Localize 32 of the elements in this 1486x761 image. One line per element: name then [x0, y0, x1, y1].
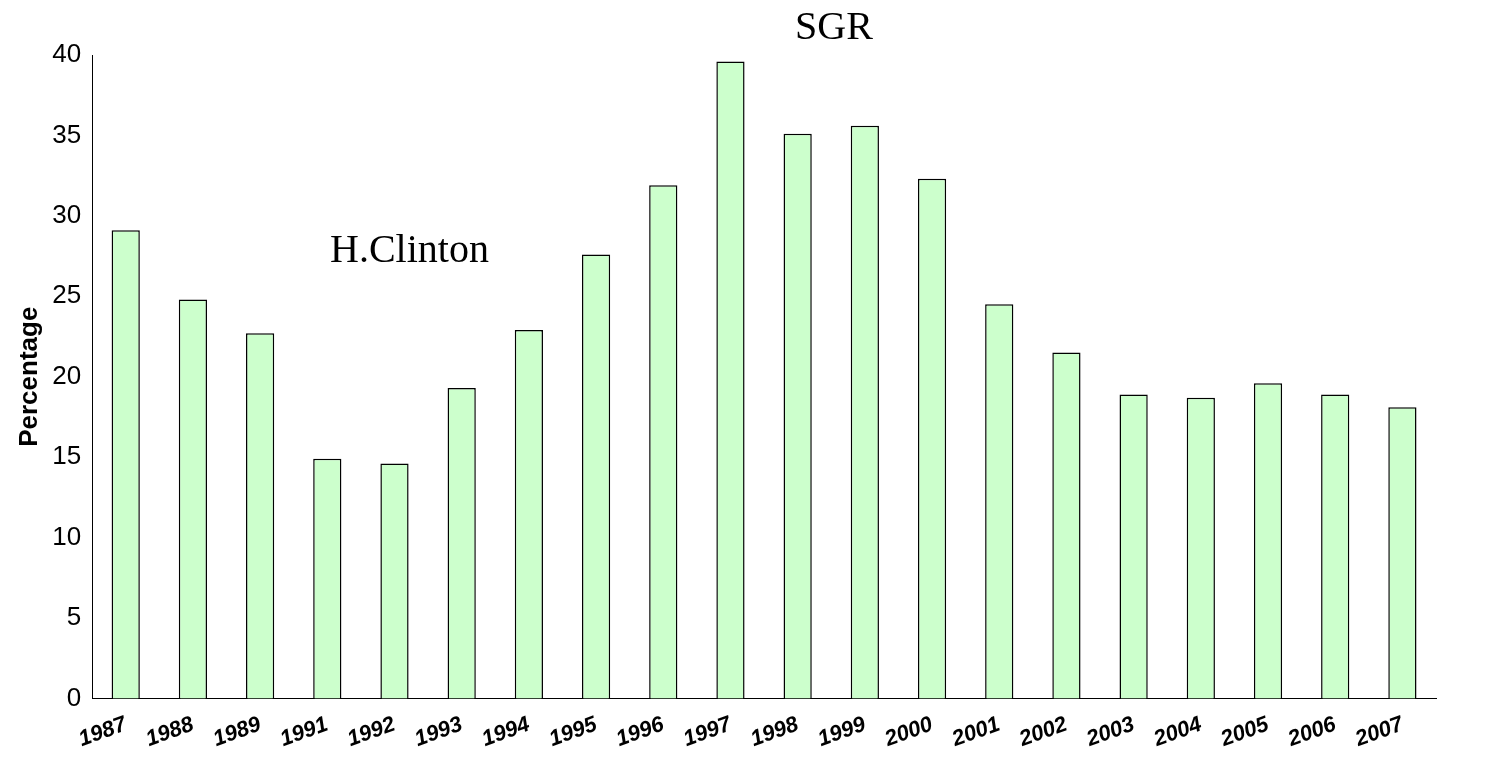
x-tick-label: 1996 [612, 710, 668, 751]
x-tick-label: 1993 [410, 710, 466, 751]
y-tick-label: 25 [52, 279, 82, 310]
y-tick-label: 0 [66, 681, 82, 712]
x-tick-label: 2004 [1149, 710, 1205, 752]
x-tick-label: 2001 [947, 710, 1004, 752]
text: SGR [795, 2, 873, 49]
x-tick-label: 2006 [1283, 710, 1340, 752]
x-tick-label: 1994 [478, 710, 533, 751]
x-tick-label: 1988 [142, 710, 198, 751]
x-tick-label: 2003 [1081, 710, 1138, 752]
x-tick-label: 1995 [545, 710, 601, 751]
x-tick-label: 1997 [679, 710, 736, 751]
x-tick-label: 2000 [880, 710, 937, 752]
x-tick-label: 1999 [814, 710, 870, 751]
annotation: H.Clinton [330, 225, 489, 272]
x-tick-label: 1987 [74, 710, 132, 751]
x-tick-label: 2007 [1350, 710, 1408, 752]
x-tick-label: 2005 [1216, 710, 1273, 752]
y-axis-title: Percentage [12, 306, 43, 447]
x-tick-label: 1989 [209, 710, 265, 751]
x-tick-label: 1998 [746, 710, 803, 751]
y-tick-label: 5 [66, 601, 82, 632]
x-tick-label: 1992 [343, 710, 399, 751]
y-tick-label: 20 [52, 359, 82, 390]
x-tick-label: 1991 [276, 710, 332, 751]
y-tick-label: 35 [52, 118, 82, 149]
x-tick-label: 2002 [1014, 710, 1071, 752]
y-tick-label: 10 [52, 520, 82, 551]
y-tick-label: 15 [52, 440, 82, 471]
y-tick-label: 40 [52, 38, 82, 69]
y-tick-label: 30 [52, 199, 82, 230]
